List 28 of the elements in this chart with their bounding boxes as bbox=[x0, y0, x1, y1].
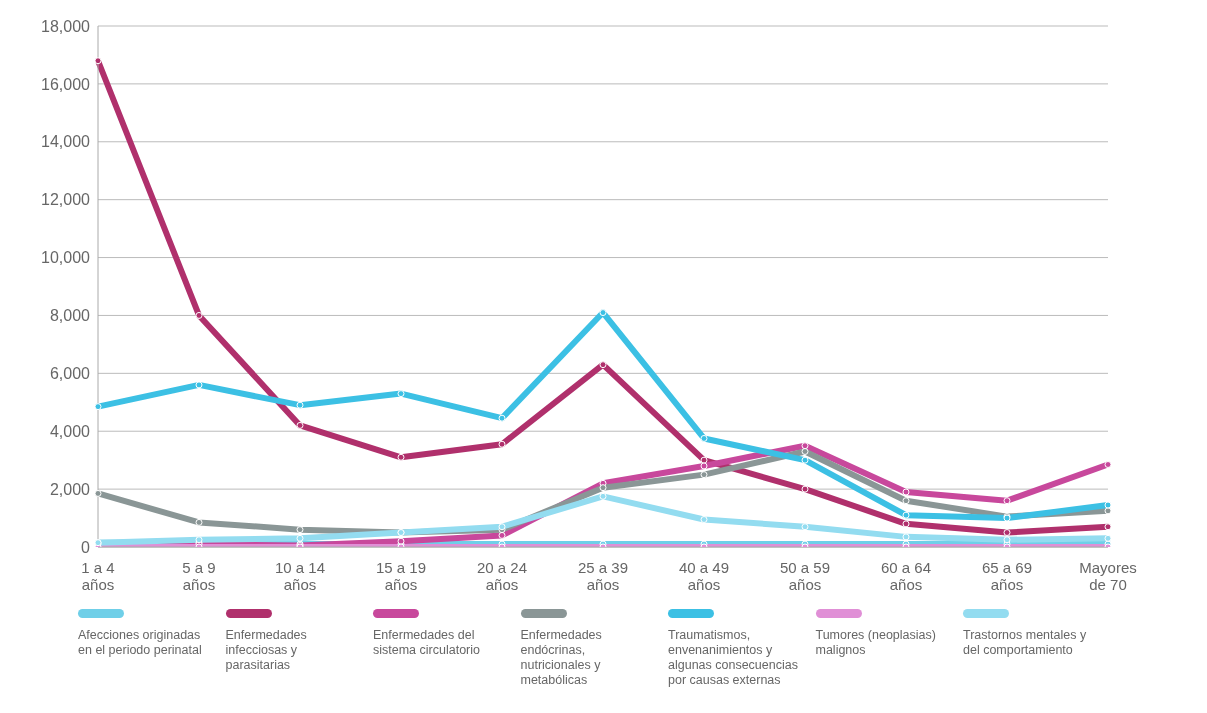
x-tick-label: 50 a 59 años bbox=[779, 559, 831, 593]
x-tick-label: 5 a 9 años bbox=[182, 559, 216, 593]
legend-label: Enfermedades infecciosas y parasitarias bbox=[225, 628, 308, 673]
legend-label: Enfermedades endócrinas, nutricionales y metabólicas bbox=[520, 628, 603, 688]
y-tick-label: 4,000 bbox=[49, 422, 91, 440]
y-tick-label: 2,000 bbox=[49, 480, 91, 498]
legend-label: Traumatismos, envenanimientos y algunas consecuencias por causas externas bbox=[668, 628, 799, 688]
y-tick-label: 14,000 bbox=[41, 133, 91, 151]
y-tick-label: 16,000 bbox=[41, 75, 91, 93]
y-tick-label: 10,000 bbox=[41, 249, 91, 267]
y-tick-label: 12,000 bbox=[41, 191, 91, 209]
x-tick-label: 40 a 49 años bbox=[678, 559, 730, 593]
y-tick-label: 8,000 bbox=[49, 307, 91, 325]
x-tick-label: 25 a 39 años bbox=[577, 559, 629, 593]
legend-label: Tumores (neoplasias) malignos bbox=[815, 628, 937, 658]
y-tick-label: 0 bbox=[81, 538, 91, 556]
legend-label: Trastornos mentales y del comportamiento bbox=[963, 628, 1088, 658]
x-tick-label: 15 a 19 años bbox=[375, 559, 427, 593]
x-tick-label: 20 a 24 años bbox=[476, 559, 528, 593]
legend-label: Afecciones originadas en el periodo perinatal bbox=[78, 628, 203, 658]
y-tick-label: 18,000 bbox=[41, 17, 91, 35]
legend-label: Enfermedades del sistema circulatorio bbox=[373, 628, 481, 658]
y-tick-label: 6,000 bbox=[49, 365, 91, 383]
x-tick-label: 10 a 14 años bbox=[274, 559, 326, 593]
x-tick-label: 1 a 4 años bbox=[81, 559, 115, 593]
x-tick-label: 65 a 69 años bbox=[981, 559, 1033, 593]
x-tick-label: 60 a 64 años bbox=[880, 559, 932, 593]
x-tick-label: Mayores de 70 bbox=[1079, 559, 1137, 593]
